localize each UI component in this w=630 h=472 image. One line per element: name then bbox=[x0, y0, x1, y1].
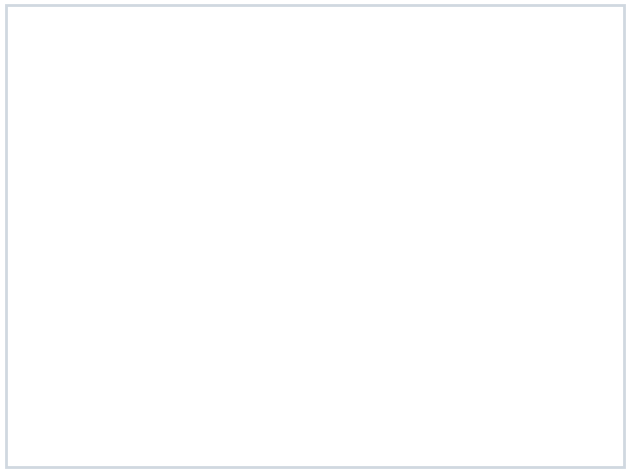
Text: MFC: MFC bbox=[372, 206, 408, 224]
Text: dosing > ph: dosing > ph bbox=[266, 291, 358, 306]
Ellipse shape bbox=[195, 102, 248, 157]
Text: 2: 2 bbox=[447, 210, 454, 220]
Text: CO: CO bbox=[437, 206, 457, 219]
Text: CO: CO bbox=[172, 122, 192, 135]
Polygon shape bbox=[193, 173, 249, 245]
Bar bbox=[285, 201, 338, 228]
Circle shape bbox=[364, 285, 416, 337]
Text: 2: 2 bbox=[447, 306, 454, 316]
Text: dosing > ph: dosing > ph bbox=[266, 207, 358, 222]
Text: PC: PC bbox=[210, 120, 232, 138]
Text: reactor 2: reactor 2 bbox=[185, 272, 254, 287]
Text: 2: 2 bbox=[182, 210, 188, 219]
Circle shape bbox=[364, 189, 416, 241]
Text: CO: CO bbox=[172, 206, 192, 219]
Polygon shape bbox=[193, 257, 249, 329]
Text: reactor 1: reactor 1 bbox=[185, 188, 254, 203]
Text: MFC: MFC bbox=[372, 302, 408, 320]
Text: 2: 2 bbox=[182, 126, 188, 136]
Bar bbox=[285, 285, 338, 312]
Text: CO: CO bbox=[437, 303, 457, 316]
